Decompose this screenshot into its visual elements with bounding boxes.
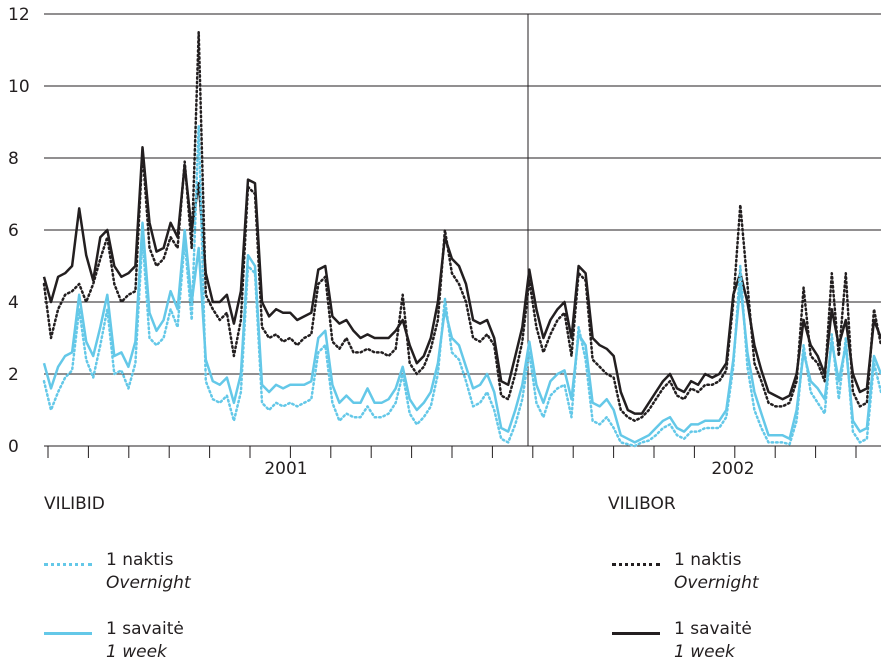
series-line-vilibor_on [42,30,881,423]
y-tick-label: 12 [8,5,30,25]
legend-swatch-vilibor-overnight [612,563,660,566]
y-tick-label: 0 [8,437,19,457]
series-line-vilibid_on [42,124,881,448]
legend-label-en: 1 week [106,642,167,662]
x-axis: 2001 2002 [47,446,857,479]
y-tick-label: 4 [8,293,19,313]
legend-swatch-vilibid-1week [44,632,92,635]
legend-label-en: 1 week [674,642,735,662]
legend-swatch-vilibid-overnight [44,563,92,566]
y-tick-label: 10 [8,77,30,97]
legend-swatch-vilibor-1week [612,632,660,635]
legend-label-lt: 1 savaitė [674,619,752,639]
legend-label-en: Overnight [106,573,191,593]
y-tick-label: 2 [8,365,19,385]
legend-label-lt: 1 naktis [106,550,174,570]
legend-title-vilibid: VILIBID [44,494,105,514]
x-tick-label: 2001 [264,459,307,479]
y-axis: 0 2 4 6 8 10 12 [8,5,30,457]
series-lines [42,30,881,448]
y-tick-label: 8 [8,149,19,169]
legend-label-en: Overnight [674,573,759,593]
x-tick-label: 2002 [711,459,754,479]
y-tick-label: 6 [8,221,19,241]
legend-label-lt: 1 naktis [674,550,742,570]
legend-label-lt: 1 savaitė [106,619,184,639]
legend-title-vilibor: VILIBOR [608,494,676,514]
